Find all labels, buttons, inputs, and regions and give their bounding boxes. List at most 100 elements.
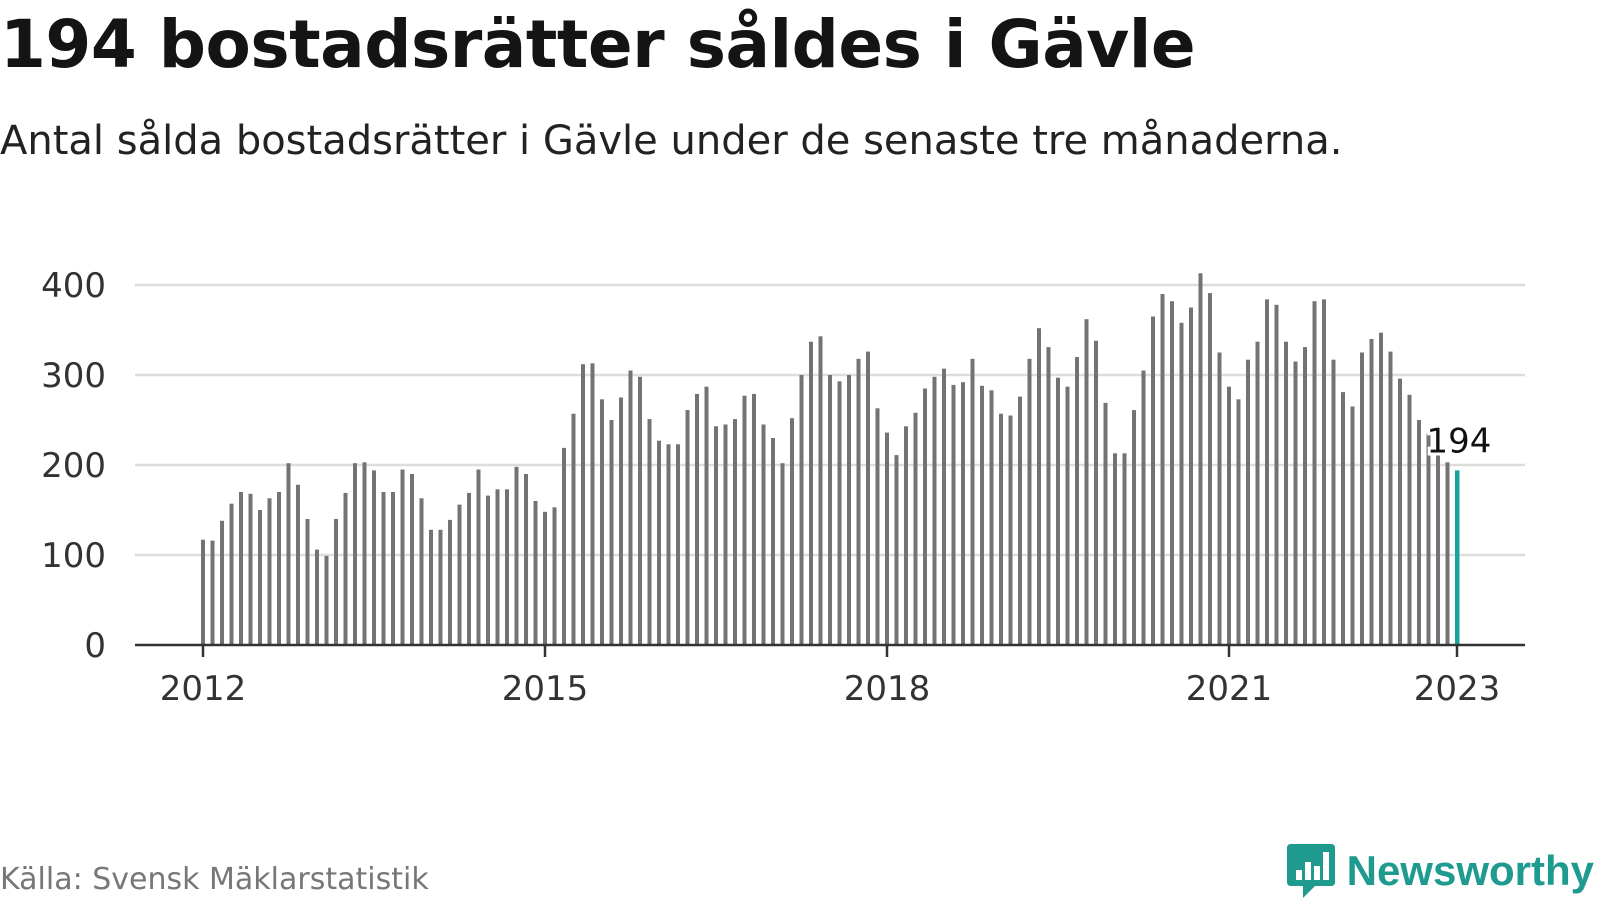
bar: [951, 384, 956, 645]
bar: [1217, 352, 1222, 645]
bar: [220, 520, 224, 645]
bar: [619, 397, 623, 645]
bar: [942, 368, 946, 645]
bar: [1170, 301, 1174, 645]
bar: [1084, 319, 1089, 645]
bar: [847, 375, 851, 645]
bar: [1417, 420, 1421, 645]
bar: [1179, 322, 1184, 645]
bar: [1436, 454, 1440, 645]
bar: [267, 498, 272, 645]
highlight-bar: [1455, 470, 1460, 645]
bar: [1445, 462, 1450, 645]
bar: [1284, 341, 1288, 645]
bar: [448, 519, 452, 645]
bar: [429, 529, 433, 645]
bar: [695, 393, 699, 645]
bar: [410, 474, 414, 645]
bar: [315, 549, 319, 645]
bar: [1341, 392, 1345, 645]
highlight-value-label: 194: [1427, 421, 1492, 461]
bar: [1141, 370, 1146, 645]
bar: [372, 470, 376, 645]
bar: [334, 519, 338, 645]
bar: [514, 466, 519, 645]
bar: [628, 370, 633, 645]
bar: [1379, 332, 1383, 645]
bar: [666, 444, 671, 645]
bar: [1369, 339, 1374, 645]
y-tick-label: 300: [41, 356, 106, 396]
bar: [828, 375, 832, 645]
bar: [818, 336, 823, 645]
bar: [1160, 294, 1165, 645]
bar: [733, 419, 737, 645]
bar: [600, 399, 604, 645]
bar: [1360, 352, 1364, 645]
bar: [210, 540, 215, 645]
bar: [685, 410, 690, 645]
bar: [286, 463, 291, 645]
y-tick-label: 0: [84, 626, 106, 666]
bar: [647, 419, 652, 645]
bar: [1398, 378, 1402, 645]
bar: [1046, 347, 1051, 645]
bar: [400, 469, 405, 645]
newsworthy-logo-icon: [1286, 844, 1335, 898]
bar: [875, 408, 880, 645]
bar: [1151, 316, 1155, 645]
bar: [258, 510, 262, 645]
bar: [1426, 433, 1431, 645]
bar: [505, 489, 509, 645]
bar: [790, 418, 794, 645]
bar: [277, 492, 281, 645]
brand-logo: Newsworthy: [1285, 842, 1594, 900]
bar: [438, 529, 443, 645]
bar: [771, 438, 775, 645]
bar: [1407, 394, 1412, 645]
bar: [856, 358, 861, 645]
bar: [989, 390, 994, 645]
brand-name: Newsworthy: [1346, 847, 1594, 894]
bar: [562, 447, 566, 645]
bar: [904, 426, 908, 645]
bar: [714, 426, 718, 645]
bar: [1208, 293, 1212, 645]
bar: [1189, 307, 1193, 645]
bar: [1122, 453, 1127, 645]
bar: [1227, 386, 1231, 645]
bar: [837, 381, 842, 645]
bar: [780, 463, 785, 645]
bar: [486, 495, 490, 645]
bar: [581, 364, 585, 645]
bar: [932, 376, 937, 645]
bar: [381, 492, 386, 645]
bar: [457, 504, 462, 645]
bar: [913, 412, 918, 645]
bar: [866, 351, 870, 645]
bar: [923, 388, 927, 645]
bar: [1065, 386, 1070, 645]
bar: [657, 440, 661, 645]
bar: [980, 385, 984, 645]
bar: [1027, 358, 1032, 645]
bar: [343, 492, 348, 645]
bar: [201, 539, 205, 645]
bar: [391, 492, 395, 645]
bar: [704, 386, 709, 645]
bar: [609, 420, 614, 645]
bar: [552, 507, 557, 645]
bar: [1303, 347, 1307, 645]
bar: [467, 492, 471, 645]
bar: [495, 489, 500, 645]
bar: [1132, 410, 1136, 645]
bar: [1322, 299, 1326, 645]
bar: [305, 519, 310, 645]
bar: [1350, 406, 1355, 645]
bar: [1037, 328, 1041, 645]
bar: [999, 413, 1003, 645]
bar: [353, 463, 357, 645]
bar: [799, 375, 804, 645]
bar: [1103, 402, 1108, 645]
